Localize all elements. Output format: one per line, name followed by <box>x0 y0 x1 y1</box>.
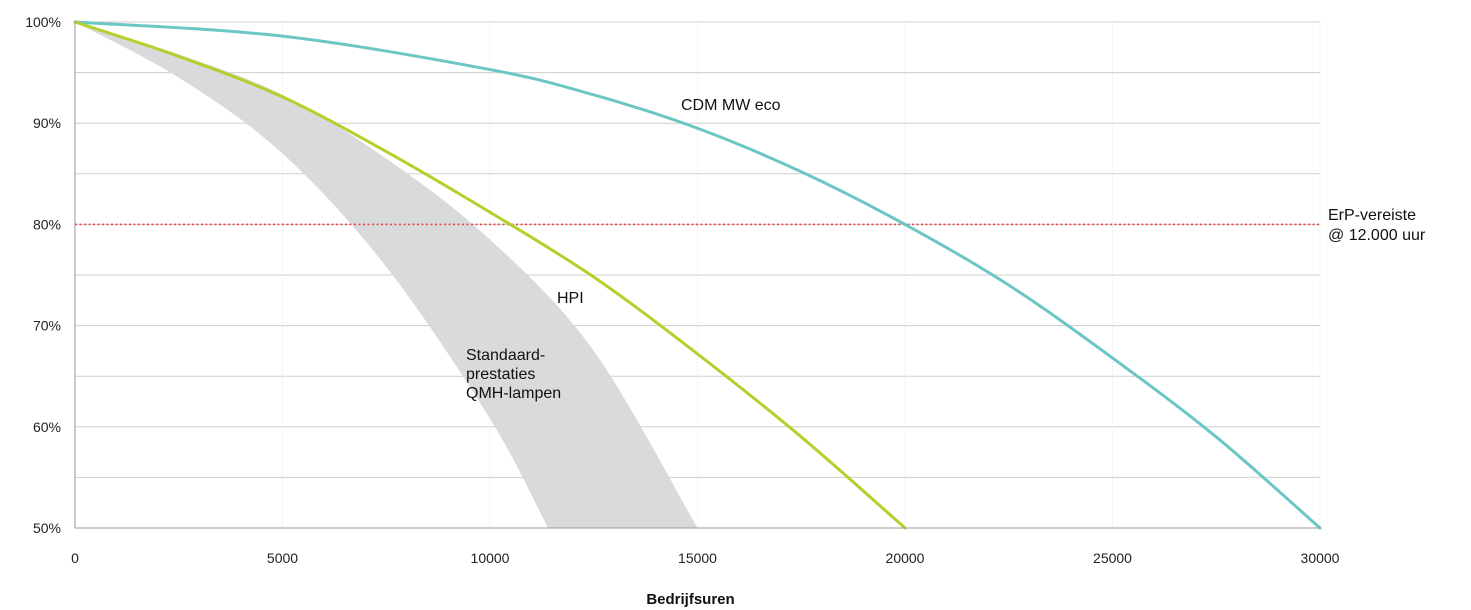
series-label-hpi: HPI <box>557 290 584 307</box>
series-label-cdm-mw-eco: CDM MW eco <box>681 97 781 114</box>
band-label-line: Standaard- <box>466 347 545 364</box>
qmh-performance-band <box>75 22 698 528</box>
x-tick-label: 30000 <box>1301 550 1340 566</box>
series-line-hpi <box>73 20 907 530</box>
erp-reference-label-line: ErP-vereiste <box>1328 207 1416 224</box>
y-tick-label: 70% <box>33 318 61 334</box>
erp-reference-label-line: @ 12.000 uur <box>1328 227 1426 244</box>
series-lines-group <box>73 20 1322 530</box>
x-tick-label: 15000 <box>678 550 717 566</box>
x-tick-label: 0 <box>71 550 79 566</box>
y-tick-label: 90% <box>33 115 61 131</box>
band-label-line: prestaties <box>466 366 535 383</box>
x-tick-label: 5000 <box>267 550 298 566</box>
axes <box>74 21 1320 529</box>
x-tick-label: 25000 <box>1093 550 1132 566</box>
labels: 50% 60% 70% 80% 90% 100% 0 5000 10000 15000 20000 2… <box>25 14 1426 608</box>
series-line-cdm-mw-eco <box>73 20 1322 530</box>
band-label-line: QMH-lampen <box>466 385 561 402</box>
y-tick-label: 80% <box>33 216 61 232</box>
x-tick-label: 10000 <box>471 550 510 566</box>
x-tick-label: 20000 <box>886 550 925 566</box>
qmh-band-group <box>75 22 698 528</box>
y-tick-label: 60% <box>33 419 61 435</box>
y-tick-label: 100% <box>25 14 61 30</box>
x-axis-title: Bedrijfsuren <box>646 591 734 608</box>
y-tick-label: 50% <box>33 520 61 536</box>
